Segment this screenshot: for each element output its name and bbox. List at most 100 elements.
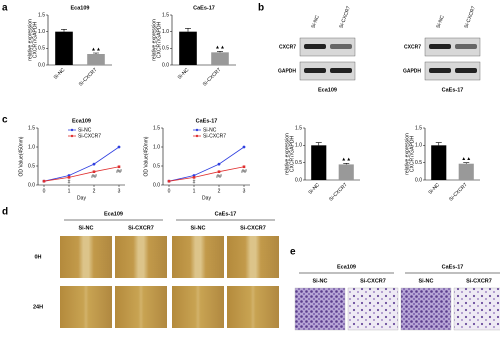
y-axis-label: relative expression: [151, 19, 157, 61]
series-line: [43, 146, 120, 182]
blot-band: [330, 44, 352, 49]
point: [42, 179, 46, 183]
micrograph: [60, 236, 112, 278]
y-tick-label: 0.5: [162, 46, 169, 52]
error-bar: [185, 28, 191, 32]
y-axis-label: OD Value(450nm): [18, 136, 24, 176]
annotation: ##: [91, 174, 97, 180]
y-tick-label: 1.5: [295, 125, 302, 131]
group-label: Si-NC: [191, 225, 206, 231]
x-tick-label: Si-CXCR7: [328, 182, 349, 203]
micrograph: [172, 286, 224, 328]
legend-label: Si-NC: [203, 127, 217, 133]
chart-title: Eca109: [72, 118, 91, 124]
annotation: ▲▲: [91, 46, 101, 52]
micrograph: [400, 287, 452, 331]
protein-label: CXCR7: [404, 44, 421, 50]
point: [242, 165, 246, 169]
y-tick-label: 0.0: [38, 62, 45, 68]
y-tick-label: 1.0: [415, 143, 422, 149]
micrograph: [347, 287, 399, 331]
y-tick-label: 0.5: [415, 160, 422, 166]
bar: [431, 145, 447, 180]
x-tick-label: 3: [243, 188, 246, 194]
blot-band: [304, 68, 326, 73]
blot-band: [455, 44, 477, 49]
blot-band: [429, 44, 451, 49]
x-tick-label: 1: [193, 188, 196, 194]
x-tick-label: Si-NC: [53, 67, 67, 81]
group-label: Si-CXCR7: [360, 278, 386, 284]
y-tick-label: 0.0: [28, 182, 35, 188]
y-axis-label: relative expression: [27, 19, 33, 61]
y-tick-label: 1.5: [28, 125, 35, 131]
y-axis-label: relative expression: [404, 133, 410, 175]
chart-title: CaEs-17: [193, 5, 215, 11]
series-line: [43, 166, 120, 182]
micrograph: [172, 236, 224, 278]
y-axis-label: OD Value(450nm): [143, 136, 149, 176]
blot-strip: [299, 37, 356, 57]
point: [117, 165, 121, 169]
x-tick-label: 3: [118, 188, 121, 194]
legend-marker: [70, 128, 74, 132]
series-line: [168, 146, 245, 182]
group-label: Si-CXCR7: [128, 225, 154, 231]
chart-title: CaEs-17: [196, 118, 218, 124]
time-label: 24H: [33, 304, 43, 310]
blot-band: [455, 68, 477, 73]
y-tick-label: 1.0: [162, 29, 169, 35]
cell-line-label: Eca109: [318, 87, 337, 93]
point: [217, 170, 221, 173]
bar: [87, 54, 105, 65]
y-axis-label: CXCR7/GAPDH: [32, 22, 38, 59]
legend-label: Si-CXCR7: [78, 133, 101, 139]
legend-label: Si-NC: [78, 127, 92, 133]
bar: [179, 31, 197, 66]
chart-title: Eca109: [71, 5, 90, 11]
group-label: Si-NC: [313, 278, 328, 284]
x-tick-label: 0: [43, 188, 46, 194]
cell-line-label: Eca109: [104, 211, 123, 217]
error-bar: [315, 142, 322, 146]
y-tick-label: 0.0: [415, 177, 422, 183]
y-tick-label: 1.5: [38, 12, 45, 18]
annotation: ##: [216, 174, 222, 180]
annotation: ▲▲: [341, 157, 351, 163]
time-label: 0H: [34, 254, 41, 260]
protein-label: CXCR7: [279, 44, 296, 50]
annotation: ▲▲: [461, 156, 471, 162]
point: [217, 162, 221, 166]
point: [92, 162, 96, 166]
annotation: #: [68, 180, 71, 186]
lane-label: Si-CXCR7: [338, 5, 352, 29]
y-axis-label: CXCR7/GAPDH: [409, 136, 415, 173]
lane-label: Si-NC: [435, 14, 445, 29]
micrograph: [60, 286, 112, 328]
x-axis-label: Day: [77, 195, 86, 201]
y-axis-label: relative expression: [284, 133, 290, 175]
group-label: Si-NC: [419, 278, 434, 284]
micrograph: [294, 287, 346, 331]
point: [67, 176, 71, 179]
x-tick-label: Si-NC: [427, 182, 441, 196]
x-tick-label: Si-CXCR7: [202, 67, 223, 88]
point: [242, 145, 246, 149]
panel-label: c: [2, 115, 8, 126]
y-tick-label: 0.5: [295, 160, 302, 166]
blot-band: [304, 44, 326, 49]
protein-label: GAPDH: [278, 68, 296, 74]
group-label: Si-CXCR7: [240, 225, 266, 231]
x-axis-label: Day: [202, 195, 211, 201]
y-axis-label: CXCR7/GAPDH: [289, 136, 295, 173]
bar: [338, 164, 354, 180]
cell-line-label: CaEs-17: [442, 264, 464, 270]
x-tick-label: 0: [168, 188, 171, 194]
y-tick-label: 0.0: [153, 182, 160, 188]
x-tick-label: Si-CXCR7: [78, 67, 99, 88]
point: [167, 179, 171, 183]
x-tick-label: 2: [93, 188, 96, 194]
blot-strip: [299, 61, 356, 81]
x-tick-label: Si-NC: [177, 67, 191, 81]
